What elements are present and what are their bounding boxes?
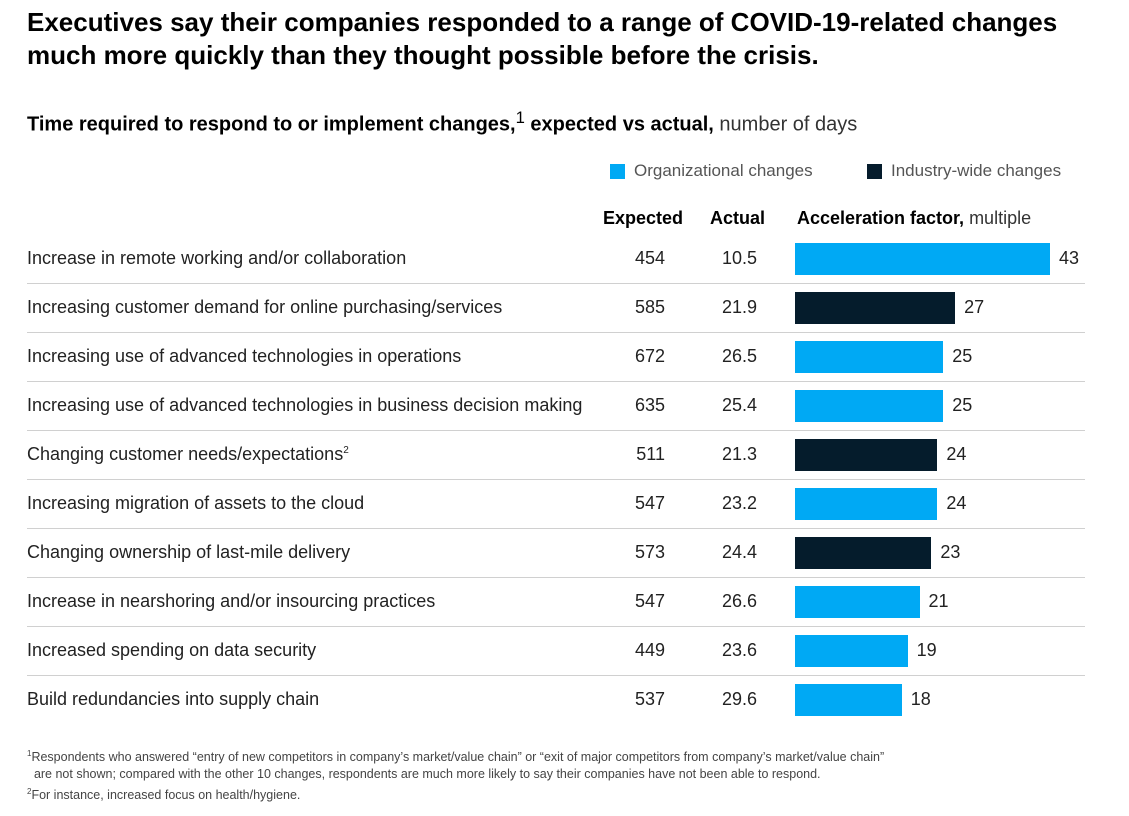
actual-value: 29.6 (721, 689, 757, 709)
acceleration-value: 27 (964, 297, 985, 317)
legend-swatch (867, 163, 882, 179)
row-label-text: Increasing use of advanced technologies … (27, 395, 583, 415)
table-row: Changing ownership of last-mile delivery… (27, 529, 1085, 578)
subtitle-bold2: expected vs actual, (524, 113, 714, 136)
expected-value: 672 (634, 346, 665, 366)
acceleration-bar (795, 488, 938, 520)
row-label-sup: 2 (343, 445, 349, 456)
acceleration-value: 43 (1059, 248, 1080, 268)
footnote-sup: 1 (27, 749, 32, 758)
actual-value: 26.5 (721, 346, 757, 366)
legend-swatch (610, 163, 625, 179)
subtitle-bold: Time required to respond to or implement… (27, 113, 516, 136)
row-label: Increase in nearshoring and/or insourcin… (27, 591, 435, 612)
acceleration-bar (795, 537, 932, 569)
actual-value: 25.4 (721, 395, 757, 415)
row-label-text: Changing customer needs/expectations (27, 444, 344, 464)
accel-bold: Acceleration factor, (797, 208, 965, 228)
row-label: Increasing use of advanced technologies … (27, 346, 461, 367)
acceleration-value: 25 (952, 346, 973, 366)
row-label-text: Increase in nearshoring and/or insourcin… (27, 591, 436, 611)
row-label-text: Increasing use of advanced technologies … (27, 346, 462, 366)
legend-organizational: Organizational changes (610, 161, 813, 181)
footnote-text: Respondents who answered “entry of new c… (31, 750, 885, 765)
table-row: Build redundancies into supply chain 537 2… (27, 676, 1085, 724)
acceleration-bar (795, 635, 908, 667)
table-row: Increasing use of advanced technologies … (27, 382, 1085, 431)
acceleration-value: 24 (946, 444, 967, 464)
row-label-text: Increasing customer demand for online pu… (27, 297, 503, 317)
actual-value: 24.4 (721, 542, 757, 562)
actual-value: 10.5 (721, 248, 757, 268)
row-label: Build redundancies into supply chain (27, 689, 319, 710)
table-row: Increased spending on data security 449 23… (27, 627, 1085, 676)
acceleration-value: 18 (910, 689, 931, 709)
expected-value: 454 (634, 248, 665, 268)
acceleration-value: 23 (940, 542, 961, 562)
legend-industry: Industry-wide changes (867, 161, 1061, 181)
accel-light: multiple (964, 208, 1032, 228)
legend-label: Organizational changes (634, 161, 813, 180)
footnote-sup: 2 (27, 787, 32, 797)
actual-value: 26.6 (721, 591, 757, 611)
acceleration-value: 24 (946, 493, 967, 513)
acceleration-bar (795, 586, 920, 618)
table-row: Increase in remote working and/or collab… (27, 235, 1085, 284)
chart-subtitle: Time required to respond to or implement… (27, 108, 857, 137)
footnote-1-cont: are not shown; compared with the other 1… (27, 767, 821, 782)
actual-value: 21.9 (721, 297, 757, 317)
expected-value: 547 (634, 493, 665, 513)
subtitle-sup: 1 (515, 108, 525, 127)
row-label-text: Increase in remote working and/or collab… (27, 248, 407, 268)
expected-value: 585 (634, 297, 665, 317)
acceleration-value: 19 (916, 640, 937, 660)
row-label: Increasing migration of assets to the cl… (27, 493, 364, 514)
actual-value: 23.2 (721, 493, 757, 513)
table-row: Changing customer needs/expectations2 511… (27, 431, 1085, 480)
table-row: Increase in nearshoring and/or insourcin… (27, 578, 1085, 627)
row-label-text: Changing ownership of last-mile delivery (27, 542, 351, 562)
table-row: Increasing migration of assets to the cl… (27, 480, 1085, 529)
expected-value: 635 (634, 395, 665, 415)
chart-title: Executives say their companies responded… (27, 7, 1058, 70)
acceleration-bar (795, 243, 1050, 275)
acceleration-value: 25 (952, 395, 973, 415)
col-header-expected: Expected (603, 208, 684, 228)
row-label: Changing customer needs/expectations2 (27, 444, 349, 465)
expected-value: 573 (634, 542, 665, 562)
footnote-text: For instance, increased focus on health/… (31, 788, 301, 803)
footnotes: 1Respondents who answered “entry of new … (27, 745, 884, 804)
actual-value: 21.3 (721, 444, 757, 464)
table-row: Increasing customer demand for online pu… (27, 284, 1085, 333)
row-label-text: Build redundancies into supply chain (27, 689, 320, 709)
subtitle-units: number of days (713, 113, 858, 136)
acceleration-bar (795, 292, 956, 324)
row-label: Increasing customer demand for online pu… (27, 297, 502, 318)
actual-value: 23.6 (721, 640, 757, 660)
expected-value: 449 (634, 640, 665, 660)
table-row: Increasing use of advanced technologies … (27, 333, 1085, 382)
acceleration-bar (795, 390, 944, 422)
row-label-text: Increased spending on data security (27, 640, 317, 660)
row-label: Increased spending on data security (27, 640, 316, 661)
acceleration-bar (795, 684, 902, 716)
expected-value: 537 (634, 689, 665, 709)
row-label-text: Increasing migration of assets to the cl… (27, 493, 365, 513)
row-label: Increasing use of advanced technologies … (27, 395, 582, 416)
col-header-actual: Actual (710, 208, 766, 228)
acceleration-bar (795, 341, 944, 373)
expected-value: 547 (634, 591, 665, 611)
footnote-2: 2For instance, increased focus on health… (27, 783, 884, 804)
legend-label: Industry-wide changes (891, 161, 1062, 180)
expected-value: 511 (636, 444, 665, 464)
row-label: Increase in remote working and/or collab… (27, 248, 406, 269)
col-header-acceleration: Acceleration factor, multiple (797, 208, 1031, 229)
footnote-1: 1Respondents who answered “entry of new … (27, 745, 884, 766)
acceleration-bar (795, 439, 938, 471)
row-label: Changing ownership of last-mile delivery (27, 542, 350, 563)
acceleration-value: 21 (928, 591, 949, 611)
